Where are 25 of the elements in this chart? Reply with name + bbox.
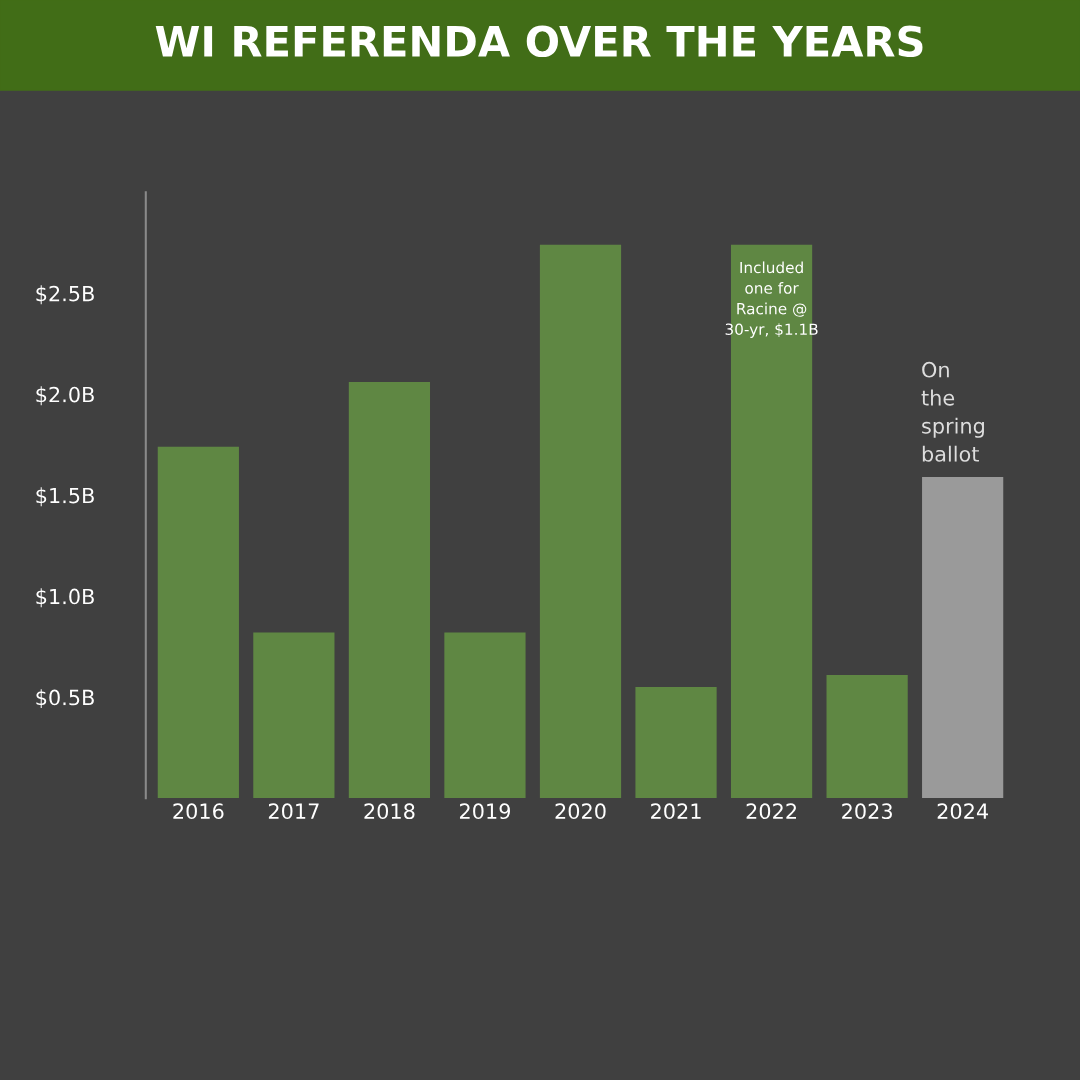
bar bbox=[539, 244, 622, 799]
annotation: On the spring ballot bbox=[921, 361, 984, 462]
bar bbox=[826, 674, 908, 799]
x-tick-label: 2022 bbox=[746, 803, 796, 820]
bar bbox=[922, 477, 1004, 799]
y-tick-label: $1.5B bbox=[36, 487, 94, 507]
x-tick-label: 2018 bbox=[364, 803, 415, 820]
bar bbox=[348, 382, 431, 799]
x-tick-label: 2017 bbox=[268, 803, 319, 820]
x-tick-label: 2023 bbox=[842, 803, 892, 820]
x-tick-label: 2019 bbox=[459, 803, 511, 820]
y-tick-label: $0.5B bbox=[36, 689, 94, 709]
bar bbox=[635, 687, 717, 799]
x-tick-label: 2024 bbox=[937, 803, 988, 820]
x-tick-label: 2016 bbox=[173, 803, 224, 820]
bar bbox=[253, 632, 335, 799]
annotation: Included one for Racine @ 30-yr, $1.1B bbox=[725, 261, 818, 338]
x-tick-label: 2020 bbox=[555, 803, 606, 820]
y-tick-label: $2.5B bbox=[36, 285, 94, 305]
y-tick-label: $1.0B bbox=[36, 588, 94, 608]
bar bbox=[444, 632, 526, 799]
y-tick-label: $2.0B bbox=[36, 386, 94, 406]
chart-title: WI REFERENDA OVER THE YEARS bbox=[155, 25, 923, 58]
x-tick-label: 2021 bbox=[651, 803, 701, 820]
bar bbox=[157, 446, 239, 799]
